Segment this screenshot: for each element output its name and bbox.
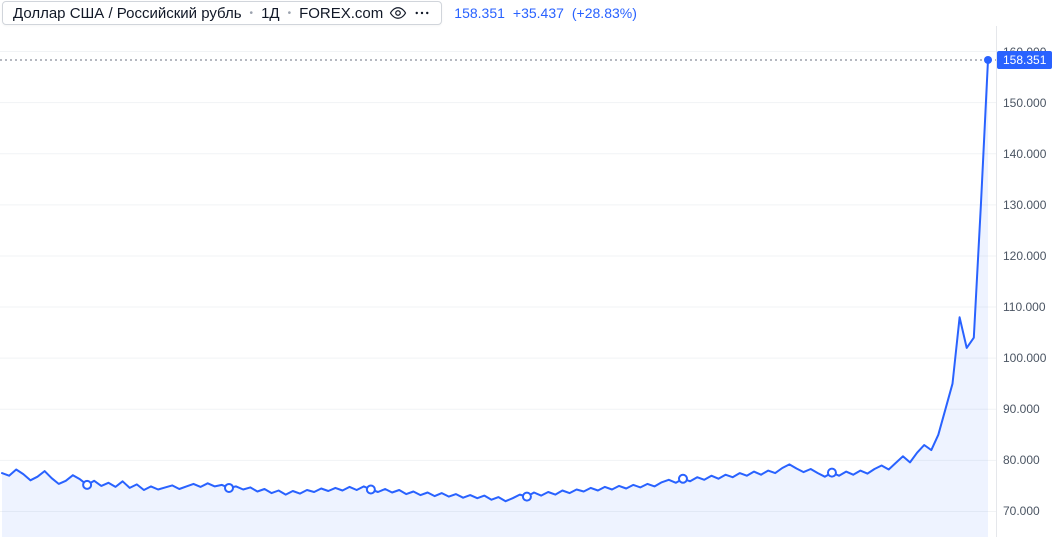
y-axis: 70.000 80.000 90.000 100.000 110.000 120.000 1… (996, 26, 1056, 537)
symbol-pill[interactable]: Доллар США / Российский рубль • 1Д • FOR… (2, 1, 442, 25)
price-chart-svg (0, 26, 996, 537)
chart-plot-area[interactable] (0, 26, 996, 537)
last-price: 158.351 (454, 5, 505, 21)
y-tick-label: 90.000 (1003, 402, 1040, 416)
more-icon[interactable] (413, 4, 431, 22)
symbol-name: Доллар США / Российский рубль (13, 5, 242, 22)
y-tick-label: 140.000 (1003, 147, 1046, 161)
y-tick-label: 150.000 (1003, 96, 1046, 110)
change-absolute: +35.437 (513, 5, 564, 21)
y-tick-label: 120.000 (1003, 249, 1046, 263)
interval-label: 1Д (261, 5, 280, 22)
source-label: FOREX.com (299, 5, 383, 22)
y-tick-label: 70.000 (1003, 504, 1040, 518)
quote-stats: 158.351 +35.437 (+28.83%) (454, 5, 637, 21)
y-tick-label: 110.000 (1003, 300, 1046, 314)
y-tick-label: 80.000 (1003, 453, 1040, 467)
change-percent: (+28.83%) (572, 5, 637, 21)
visibility-icon[interactable] (389, 4, 407, 22)
separator-dot: • (286, 8, 294, 19)
current-price-tag: 158.351 (997, 51, 1052, 69)
y-tick-label: 100.000 (1003, 351, 1046, 365)
y-tick-label: 130.000 (1003, 198, 1046, 212)
separator-dot: • (248, 8, 256, 19)
